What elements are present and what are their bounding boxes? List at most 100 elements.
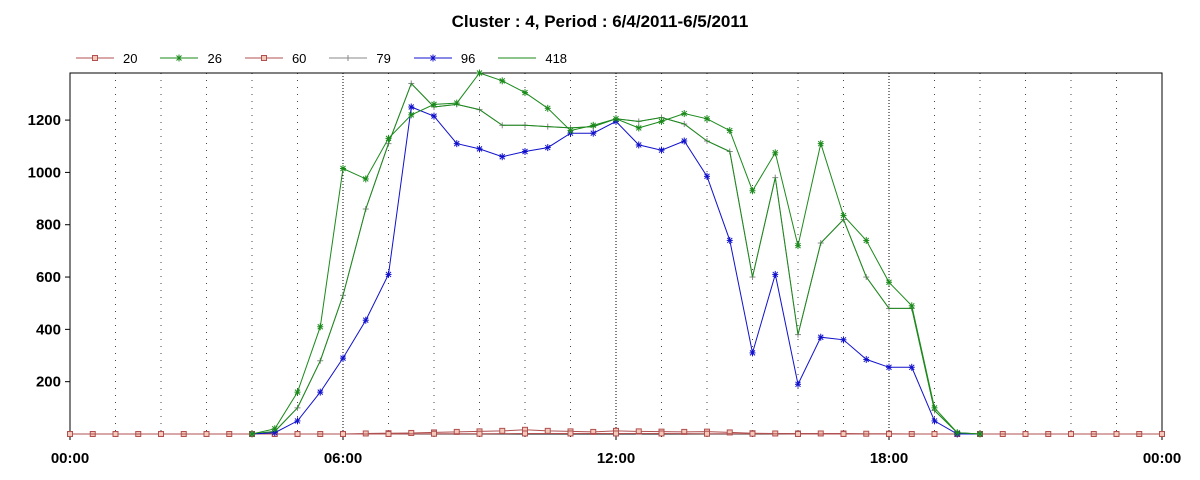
legend: 20 26 60 79 96 418 <box>75 49 589 67</box>
x-tick-label: 06:00 <box>324 450 362 467</box>
x-tick-label: 18:00 <box>870 450 908 467</box>
data-point <box>704 430 710 437</box>
data-point <box>772 270 779 278</box>
data-point <box>863 236 870 244</box>
data-point <box>431 100 437 108</box>
legend-swatch <box>329 55 368 61</box>
data-point <box>567 430 574 437</box>
legend-item-418: 418 <box>497 51 567 66</box>
legend-item-60: 60 <box>244 51 306 66</box>
legend-swatch <box>160 54 199 62</box>
data-point <box>431 112 437 120</box>
data-point <box>795 242 801 250</box>
grid <box>115 73 1117 434</box>
legend-item-20: 20 <box>75 51 137 66</box>
data-point <box>431 430 437 437</box>
series-line-96 <box>251 106 980 435</box>
data-point <box>522 147 528 155</box>
data-point <box>567 127 574 135</box>
series-96 <box>249 103 983 438</box>
data-point <box>294 431 301 437</box>
data-point <box>385 134 392 142</box>
data-point <box>908 363 915 371</box>
data-point <box>749 187 756 195</box>
data-point <box>658 117 665 125</box>
data-point <box>112 431 119 437</box>
legend-item-96: 96 <box>413 51 475 66</box>
data-point <box>544 144 551 152</box>
data-point <box>1068 431 1074 437</box>
legend-swatch <box>76 55 114 61</box>
legend-label: 79 <box>376 50 391 66</box>
x-tick-label: 12:00 <box>597 450 635 467</box>
legend-swatch <box>413 54 452 62</box>
data-point <box>863 355 870 363</box>
legend-label: 26 <box>207 50 222 66</box>
data-point <box>681 110 688 118</box>
data-point <box>590 121 597 129</box>
data-point <box>726 127 733 135</box>
data-point <box>362 430 369 437</box>
data-point <box>840 336 847 344</box>
data-point <box>886 278 892 286</box>
data-point <box>726 236 733 244</box>
data-point <box>408 103 415 111</box>
data-point <box>772 149 779 157</box>
data-point <box>635 124 642 132</box>
legend-item-26: 26 <box>159 50 222 66</box>
data-point <box>317 388 324 396</box>
data-point <box>453 140 460 148</box>
data-point <box>522 89 528 97</box>
data-point <box>795 431 801 437</box>
data-point <box>294 388 301 396</box>
legend-label: 20 <box>123 50 138 66</box>
data-point <box>613 115 619 123</box>
data-point <box>340 431 346 437</box>
data-point <box>317 323 324 331</box>
legend-swatch <box>498 57 537 59</box>
data-point <box>522 430 528 437</box>
data-point <box>704 172 710 180</box>
data-point <box>362 175 369 183</box>
chart-title: Cluster : 4, Period : 6/4/2011-6/5/2011 <box>451 12 749 31</box>
data-point <box>544 427 551 434</box>
data-point <box>817 430 824 437</box>
data-point <box>476 430 483 437</box>
x-axis: 00:00 06:00 12:00 18:00 00:00 <box>51 434 1181 467</box>
y-tick-label: 200 <box>36 374 61 391</box>
data-point <box>499 77 506 85</box>
legend-label: 96 <box>460 50 476 66</box>
data-point <box>931 431 938 437</box>
data-point <box>931 417 938 425</box>
data-point <box>954 429 961 437</box>
data-point <box>886 431 892 437</box>
data-point <box>340 354 346 362</box>
data-point <box>271 425 278 433</box>
data-point <box>886 363 892 371</box>
data-point <box>362 316 369 324</box>
data-point <box>453 428 460 435</box>
legend-item-79: 79 <box>328 50 391 66</box>
data-point <box>908 302 915 310</box>
x-tick-label: 00:00 <box>51 450 89 467</box>
data-point <box>453 99 460 107</box>
data-point <box>385 270 392 278</box>
data-point <box>590 129 597 137</box>
data-point <box>385 431 392 437</box>
data-point <box>499 427 506 434</box>
data-point <box>1159 431 1165 437</box>
data-point <box>294 417 301 425</box>
data-point <box>408 429 415 436</box>
data-point <box>840 431 847 437</box>
data-point <box>340 164 346 172</box>
y-tick-label: 1000 <box>28 164 61 181</box>
data-point <box>499 153 506 161</box>
y-tick-label: 400 <box>36 321 61 338</box>
data-point <box>749 349 756 357</box>
data-point <box>726 429 733 436</box>
data-point <box>158 431 164 437</box>
y-tick-label: 600 <box>36 269 61 286</box>
data-point <box>658 146 665 154</box>
series-26 <box>249 69 983 438</box>
